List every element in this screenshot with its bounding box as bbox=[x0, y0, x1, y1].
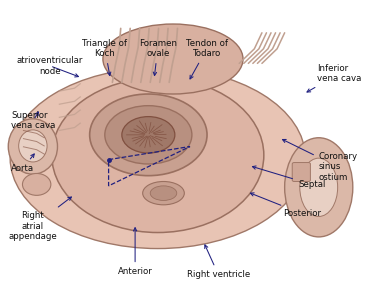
Text: atrioventricular
node: atrioventricular node bbox=[17, 56, 83, 77]
Text: Superior
vena cava: Superior vena cava bbox=[11, 110, 56, 130]
Ellipse shape bbox=[285, 138, 353, 237]
Text: Anterior: Anterior bbox=[118, 228, 152, 276]
Text: Tendon of
Todaro: Tendon of Todaro bbox=[186, 39, 228, 79]
Ellipse shape bbox=[105, 106, 192, 164]
Text: Foramen
ovale: Foramen ovale bbox=[139, 39, 177, 76]
Text: Coronary
sinus
ostium: Coronary sinus ostium bbox=[282, 139, 358, 182]
Ellipse shape bbox=[52, 78, 264, 233]
Text: Right
atrial
appendage: Right atrial appendage bbox=[8, 197, 71, 241]
Text: Aorta: Aorta bbox=[11, 154, 35, 173]
Ellipse shape bbox=[122, 117, 175, 153]
Ellipse shape bbox=[90, 94, 207, 176]
Ellipse shape bbox=[150, 186, 177, 200]
Ellipse shape bbox=[10, 68, 306, 248]
Text: Septal: Septal bbox=[252, 166, 325, 189]
Text: Inferior
vena cava: Inferior vena cava bbox=[307, 64, 361, 92]
Text: Triangle of
Koch: Triangle of Koch bbox=[82, 39, 127, 76]
Ellipse shape bbox=[142, 181, 184, 205]
Ellipse shape bbox=[8, 119, 57, 174]
Ellipse shape bbox=[19, 130, 47, 162]
Ellipse shape bbox=[103, 24, 243, 94]
Text: Right ventricle: Right ventricle bbox=[187, 245, 250, 279]
FancyBboxPatch shape bbox=[292, 163, 310, 181]
Ellipse shape bbox=[22, 173, 51, 195]
Text: Posterior: Posterior bbox=[250, 193, 321, 218]
Ellipse shape bbox=[300, 158, 338, 217]
